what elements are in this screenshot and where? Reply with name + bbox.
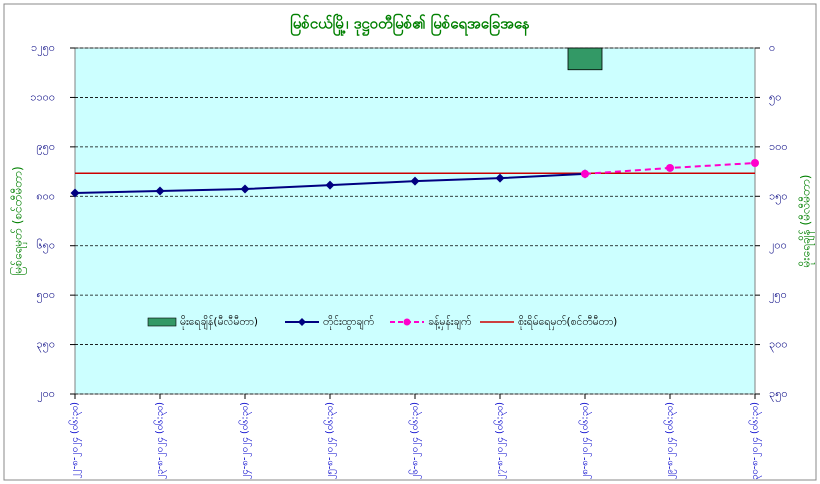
marker bbox=[325, 180, 335, 190]
bar bbox=[567, 47, 603, 71]
y2-tick-label: ၃၀၀ bbox=[769, 338, 788, 353]
y-axis-title: မြစ်ရေမှတ် (စင်တီမီတာ) bbox=[9, 166, 28, 275]
y2-tick-label: ၀ bbox=[769, 41, 775, 54]
marker bbox=[666, 163, 674, 172]
legend-marker bbox=[403, 318, 411, 326]
x-tick-label: ၃၀-၈-၂၀၂၄ (၀၆:၃၀) bbox=[750, 402, 762, 480]
y-tick-label: ၈၀၀ bbox=[36, 189, 55, 202]
legend-marker bbox=[298, 318, 306, 326]
x-tick-label: ၂၆-၈-၂၀၂၄ (၀၆:၃၀) bbox=[410, 402, 422, 479]
x-tick-label: ၂၇-၈-၂၀၂၄ (၀၆:၃၀) bbox=[495, 402, 507, 479]
y-tick-label: ၉၅၀ bbox=[36, 140, 55, 155]
y2-tick-label: ၂၀၀ bbox=[769, 239, 787, 254]
y-tick-label: ၁၂၅၀ bbox=[31, 41, 55, 56]
y2-tick-label: ၁၅၀ bbox=[769, 189, 788, 204]
legend-label: တိုင်းထွာချက် bbox=[323, 315, 374, 330]
marker bbox=[155, 186, 165, 196]
y-tick-label: ၁၁၀၀ bbox=[30, 90, 55, 103]
marker bbox=[581, 169, 589, 178]
x-tick-label: ၂၄-၈-၂၀၂၄ (၀၆:၃၀) bbox=[240, 402, 252, 479]
marker bbox=[240, 184, 250, 194]
y2-tick-label: ၂၅၀ bbox=[769, 288, 787, 303]
legend-label: မိုးရေချိန်(မီလီမီတာ) bbox=[180, 315, 258, 330]
marker bbox=[410, 176, 420, 186]
y2-axis-title: မိုးရေချိန် (မီလီမီတာ) bbox=[798, 175, 816, 268]
y-tick-label: ၆၅၀ bbox=[36, 239, 55, 254]
y-tick-label: ၃၅၀ bbox=[36, 338, 55, 353]
x-tick-label: ၂၉-၈-၂၀၂၄ (၀၆:၃၀) bbox=[665, 402, 677, 479]
x-tick-label: ၂၅-၈-၂၀၂၄ (၀၆:၃၀) bbox=[325, 402, 337, 479]
y-tick-label: ၅၀၀ bbox=[36, 288, 55, 303]
marker bbox=[751, 159, 759, 168]
legend-label: စိုးရိမ်ရေမှတ်(စင်တီမီတာ) bbox=[518, 315, 617, 330]
x-tick-label: ၂၈-၈-၂၀၂၄ (၀၆:၃၀) bbox=[580, 402, 592, 479]
y2-tick-label: ၅၀ bbox=[769, 90, 781, 105]
y-tick-label: ၂၀၀ bbox=[37, 387, 55, 402]
marker bbox=[495, 173, 505, 183]
y2-tick-label: ၃၅၀ bbox=[769, 387, 788, 402]
legend-label: ခန့်မှန်းချက် bbox=[428, 315, 471, 330]
marker bbox=[70, 188, 80, 198]
plot-area bbox=[74, 47, 756, 395]
y2-tick-label: ၁၀၀ bbox=[769, 140, 788, 153]
x-tick-label: ၂၂-၈-၂၀၂၄ (၀၆:၃၀) bbox=[70, 402, 82, 479]
legend-swatch bbox=[147, 317, 177, 327]
x-tick-label: ၂၃-၈-၂၀၂၄ (၀၆:၃၀) bbox=[155, 402, 167, 479]
